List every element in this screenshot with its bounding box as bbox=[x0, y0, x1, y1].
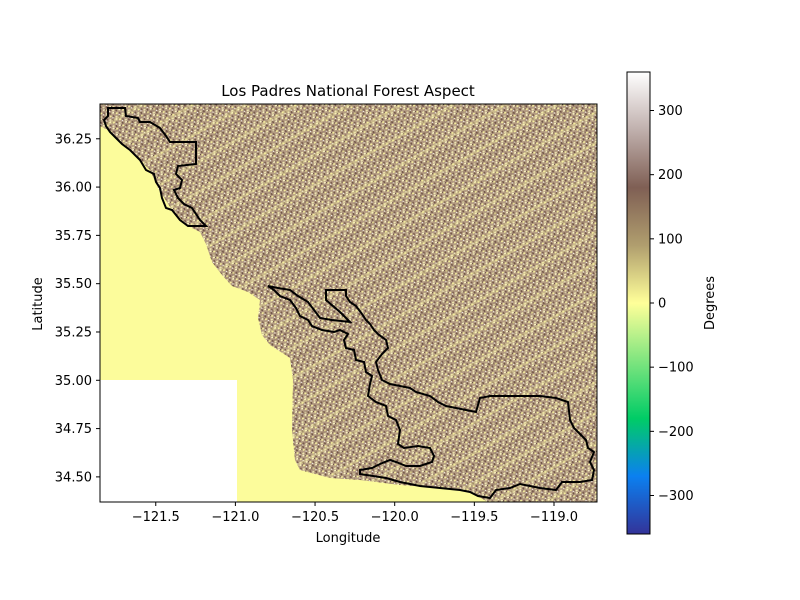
x-tick-label: −120.0 bbox=[371, 510, 419, 525]
colorbar: 300 200 100 0 −100 −200 −300 Degrees bbox=[626, 71, 718, 535]
y-tick-label: 36.00 bbox=[55, 181, 92, 196]
axes-frame bbox=[99, 103, 598, 503]
y-tick-label: 35.50 bbox=[55, 277, 92, 292]
y-tick-label: 35.00 bbox=[55, 374, 92, 389]
nodata-area bbox=[100, 380, 237, 502]
y-axis-label: Latitude bbox=[31, 277, 46, 331]
y-tick-label: 36.25 bbox=[55, 132, 92, 147]
forest-boundary-north bbox=[102, 107, 209, 227]
colorbar-tick-label: 100 bbox=[658, 232, 683, 247]
land-streaks bbox=[100, 104, 597, 502]
y-tick-label: 34.75 bbox=[55, 422, 92, 437]
colorbar-tick-label: 0 bbox=[658, 297, 666, 312]
colorbar-tick-label: 300 bbox=[658, 104, 683, 119]
colorbar-label: Degrees bbox=[703, 276, 718, 330]
y-tick-label: 34.50 bbox=[55, 470, 92, 485]
x-tick-label: −121.0 bbox=[211, 510, 259, 525]
x-tick-label: −120.5 bbox=[291, 510, 339, 525]
forest-boundary-south bbox=[267, 285, 596, 500]
colorbar-fill bbox=[627, 72, 650, 534]
colorbar-tick-label: −100 bbox=[658, 361, 694, 376]
map-axes: −121.5 −121.0 −120.5 −120.0 −119.5 −119.0 36.… bbox=[55, 103, 598, 525]
y-tick-label: 35.25 bbox=[55, 325, 92, 340]
chart-title: Los Padres National Forest Aspect bbox=[221, 82, 475, 100]
colorbar-tick-label: −200 bbox=[658, 425, 694, 440]
x-axis-label: Longitude bbox=[316, 531, 381, 546]
colorbar-tick-label: 200 bbox=[658, 168, 683, 183]
x-tick-label: −119.5 bbox=[450, 510, 498, 525]
x-axis: −121.5 −121.0 −120.5 −120.0 −119.5 −119.0 bbox=[132, 502, 578, 525]
x-tick-label: −119.0 bbox=[530, 510, 578, 525]
y-tick-label: 35.75 bbox=[55, 229, 92, 244]
colorbar-tick-label: −300 bbox=[658, 489, 694, 504]
y-axis: 36.25 36.00 35.75 35.50 35.25 35.00 34.75 34.50 bbox=[55, 132, 100, 485]
colorbar-ticks: 300 200 100 0 −100 −200 −300 bbox=[650, 104, 694, 504]
x-tick-label: −121.5 bbox=[132, 510, 180, 525]
